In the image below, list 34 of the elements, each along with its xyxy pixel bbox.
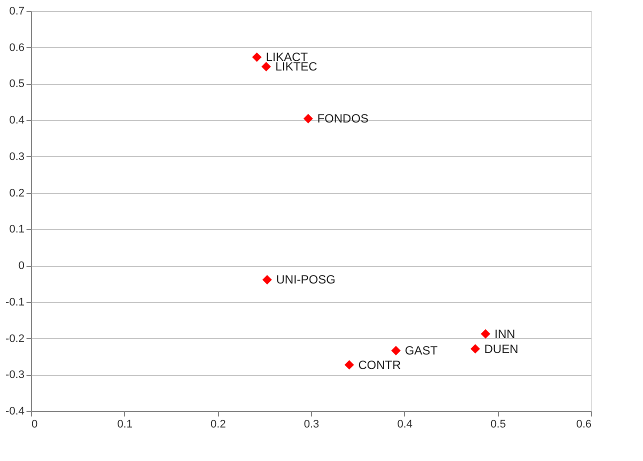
data-label: CONTR [358,358,402,372]
data-label: LIKTEC [275,60,318,74]
y-tick-label: 0.1 [9,224,24,236]
point [344,360,354,370]
point [470,344,480,354]
x-tick-label: 0.2 [210,418,226,430]
data-label: FONDOS [317,112,369,126]
point [261,62,271,72]
data-label: GAST [404,344,438,358]
y-tick-label: -0.3 [6,369,24,382]
y-tick-label: 0 [18,260,24,272]
point [480,329,490,339]
x-tick-label: 0 [32,418,38,430]
point [391,346,401,356]
x-tick-label: 0.6 [576,418,592,430]
y-tick-label: 0.2 [9,187,24,200]
data-label: INN [494,326,516,341]
x-tick-label: 0.3 [304,418,320,430]
point [252,52,262,62]
y-tick-label: 0.7 [9,6,24,18]
x-tick-label: 0.1 [117,418,132,430]
y-tick-label: -0.2 [6,332,24,345]
x-tick-label: 0.5 [490,418,506,430]
y-tick-label: 0.3 [9,150,24,163]
point [303,114,313,124]
data-label: DUEN [484,342,518,356]
y-tick-label: -0.4 [6,406,24,418]
data-label: UNI-POSG [276,272,336,287]
y-tick-label: -0.1 [6,296,24,308]
point [262,274,272,284]
x-tick-label: 0.4 [397,418,412,430]
y-tick-label: 0.6 [9,42,24,54]
y-tick-label: 0.4 [9,114,24,127]
y-tick-label: 0.5 [9,78,24,90]
